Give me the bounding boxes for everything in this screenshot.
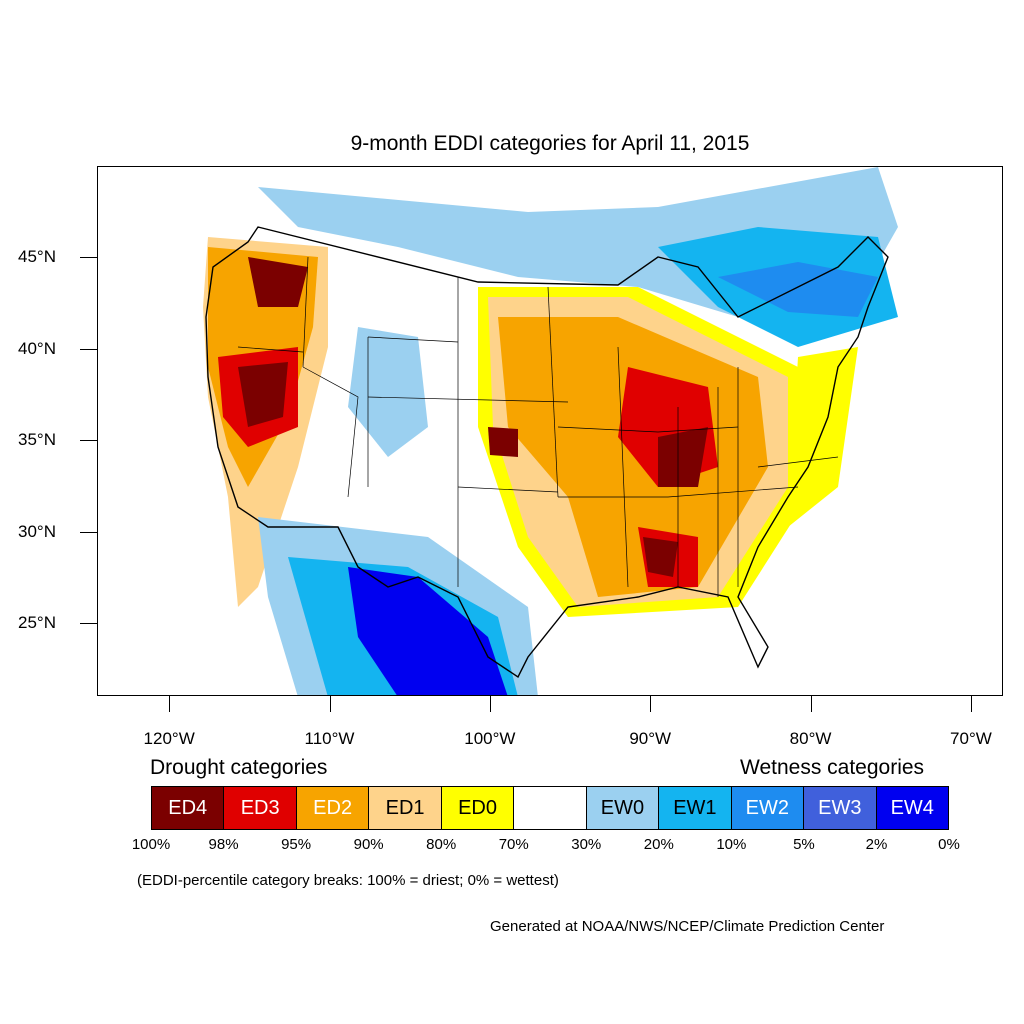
lat-tick xyxy=(80,440,97,442)
lon-tick xyxy=(329,696,331,712)
lat-tick xyxy=(80,622,97,624)
lat-label: 40°N xyxy=(18,338,56,358)
break-label: 0% xyxy=(938,836,960,853)
state-line-5 xyxy=(367,336,459,343)
field-ohio-valley-ed4 xyxy=(658,427,708,487)
lat-tick xyxy=(80,531,97,533)
break-label: 2% xyxy=(865,836,888,853)
wetness-heading: Wetness categories xyxy=(740,756,925,779)
category-fields xyxy=(203,167,898,695)
eddi-map-canvas xyxy=(203,167,898,695)
break-label: 95% xyxy=(281,836,312,853)
field-kansas-ed3 xyxy=(488,427,518,457)
legend-box: EW0 xyxy=(586,787,660,829)
state-line-1 xyxy=(302,256,309,368)
field-east-coast-ed0 xyxy=(788,347,858,527)
legend-box: ED4 xyxy=(152,787,225,829)
credit-line: Generated at NOAA/NWS/NCEP/Climate Predi… xyxy=(490,918,885,935)
category-legend: ED4 ED3 ED2 ED1 ED0 EW0 EW1 EW2 EW3 EW4 xyxy=(151,786,949,830)
lat-label: 30°N xyxy=(18,521,56,541)
break-label: 100% xyxy=(131,836,171,853)
field-mountain-ew xyxy=(348,327,428,457)
lat-label: 35°N xyxy=(18,430,56,450)
us-outline xyxy=(205,226,889,679)
lat-label: 45°N xyxy=(18,247,56,267)
lat-tick xyxy=(80,257,97,259)
legend-box: ED0 xyxy=(441,787,515,829)
legend-box: EW2 xyxy=(731,787,805,829)
state-line-7 xyxy=(367,396,569,403)
lon-tick xyxy=(489,696,491,712)
break-note: (EDDI-percentile category breaks: 100% =… xyxy=(137,872,559,889)
legend-box: ED3 xyxy=(224,787,297,829)
lon-tick xyxy=(650,696,652,712)
state-line-9 xyxy=(547,286,559,498)
state-line-2 xyxy=(237,346,304,353)
break-label: 30% xyxy=(571,836,602,853)
lon-label: 120°W xyxy=(143,729,195,748)
eddi-map xyxy=(97,166,1003,696)
legend-box: ED2 xyxy=(296,787,370,829)
field-south-ed4 xyxy=(643,537,678,577)
lon-label: 100°W xyxy=(464,729,516,748)
lat-tick xyxy=(80,348,97,350)
state-line-10 xyxy=(557,426,739,433)
break-label: 80% xyxy=(426,836,457,853)
break-label: 98% xyxy=(208,836,239,853)
lon-label: 80°W xyxy=(789,729,832,748)
legend-box xyxy=(514,787,587,829)
state-line-12 xyxy=(617,346,629,588)
lon-label: 90°W xyxy=(629,729,672,748)
drought-heading: Drought categories xyxy=(150,756,328,779)
break-label: 10% xyxy=(716,836,747,853)
legend-box: EW1 xyxy=(659,787,732,829)
state-line-8 xyxy=(457,486,559,493)
field-northwest-ed4 xyxy=(248,257,308,307)
lat-label: 25°N xyxy=(18,612,56,632)
state-line-11 xyxy=(558,486,799,498)
legend-box: EW4 xyxy=(876,787,948,829)
state-line-16 xyxy=(757,456,839,468)
lon-label: 70°W xyxy=(950,729,992,748)
field-nevada-ed4 xyxy=(238,362,288,427)
state-line-3 xyxy=(302,366,359,498)
break-label: 20% xyxy=(643,836,674,853)
legend-box: ED1 xyxy=(369,787,442,829)
break-label: 90% xyxy=(353,836,384,853)
lon-tick xyxy=(169,696,171,712)
break-label: 70% xyxy=(498,836,529,853)
legend-box: EW3 xyxy=(804,787,877,829)
map-title: 9-month EDDI categories for April 11, 20… xyxy=(350,132,750,155)
field-northeast-deep xyxy=(718,262,878,317)
lon-label: 110°W xyxy=(304,729,355,748)
state-boundaries xyxy=(237,256,839,597)
lon-tick xyxy=(810,696,812,712)
break-label: 5% xyxy=(793,836,815,853)
field-texas-ew4 xyxy=(348,567,508,695)
lon-tick xyxy=(970,696,972,712)
